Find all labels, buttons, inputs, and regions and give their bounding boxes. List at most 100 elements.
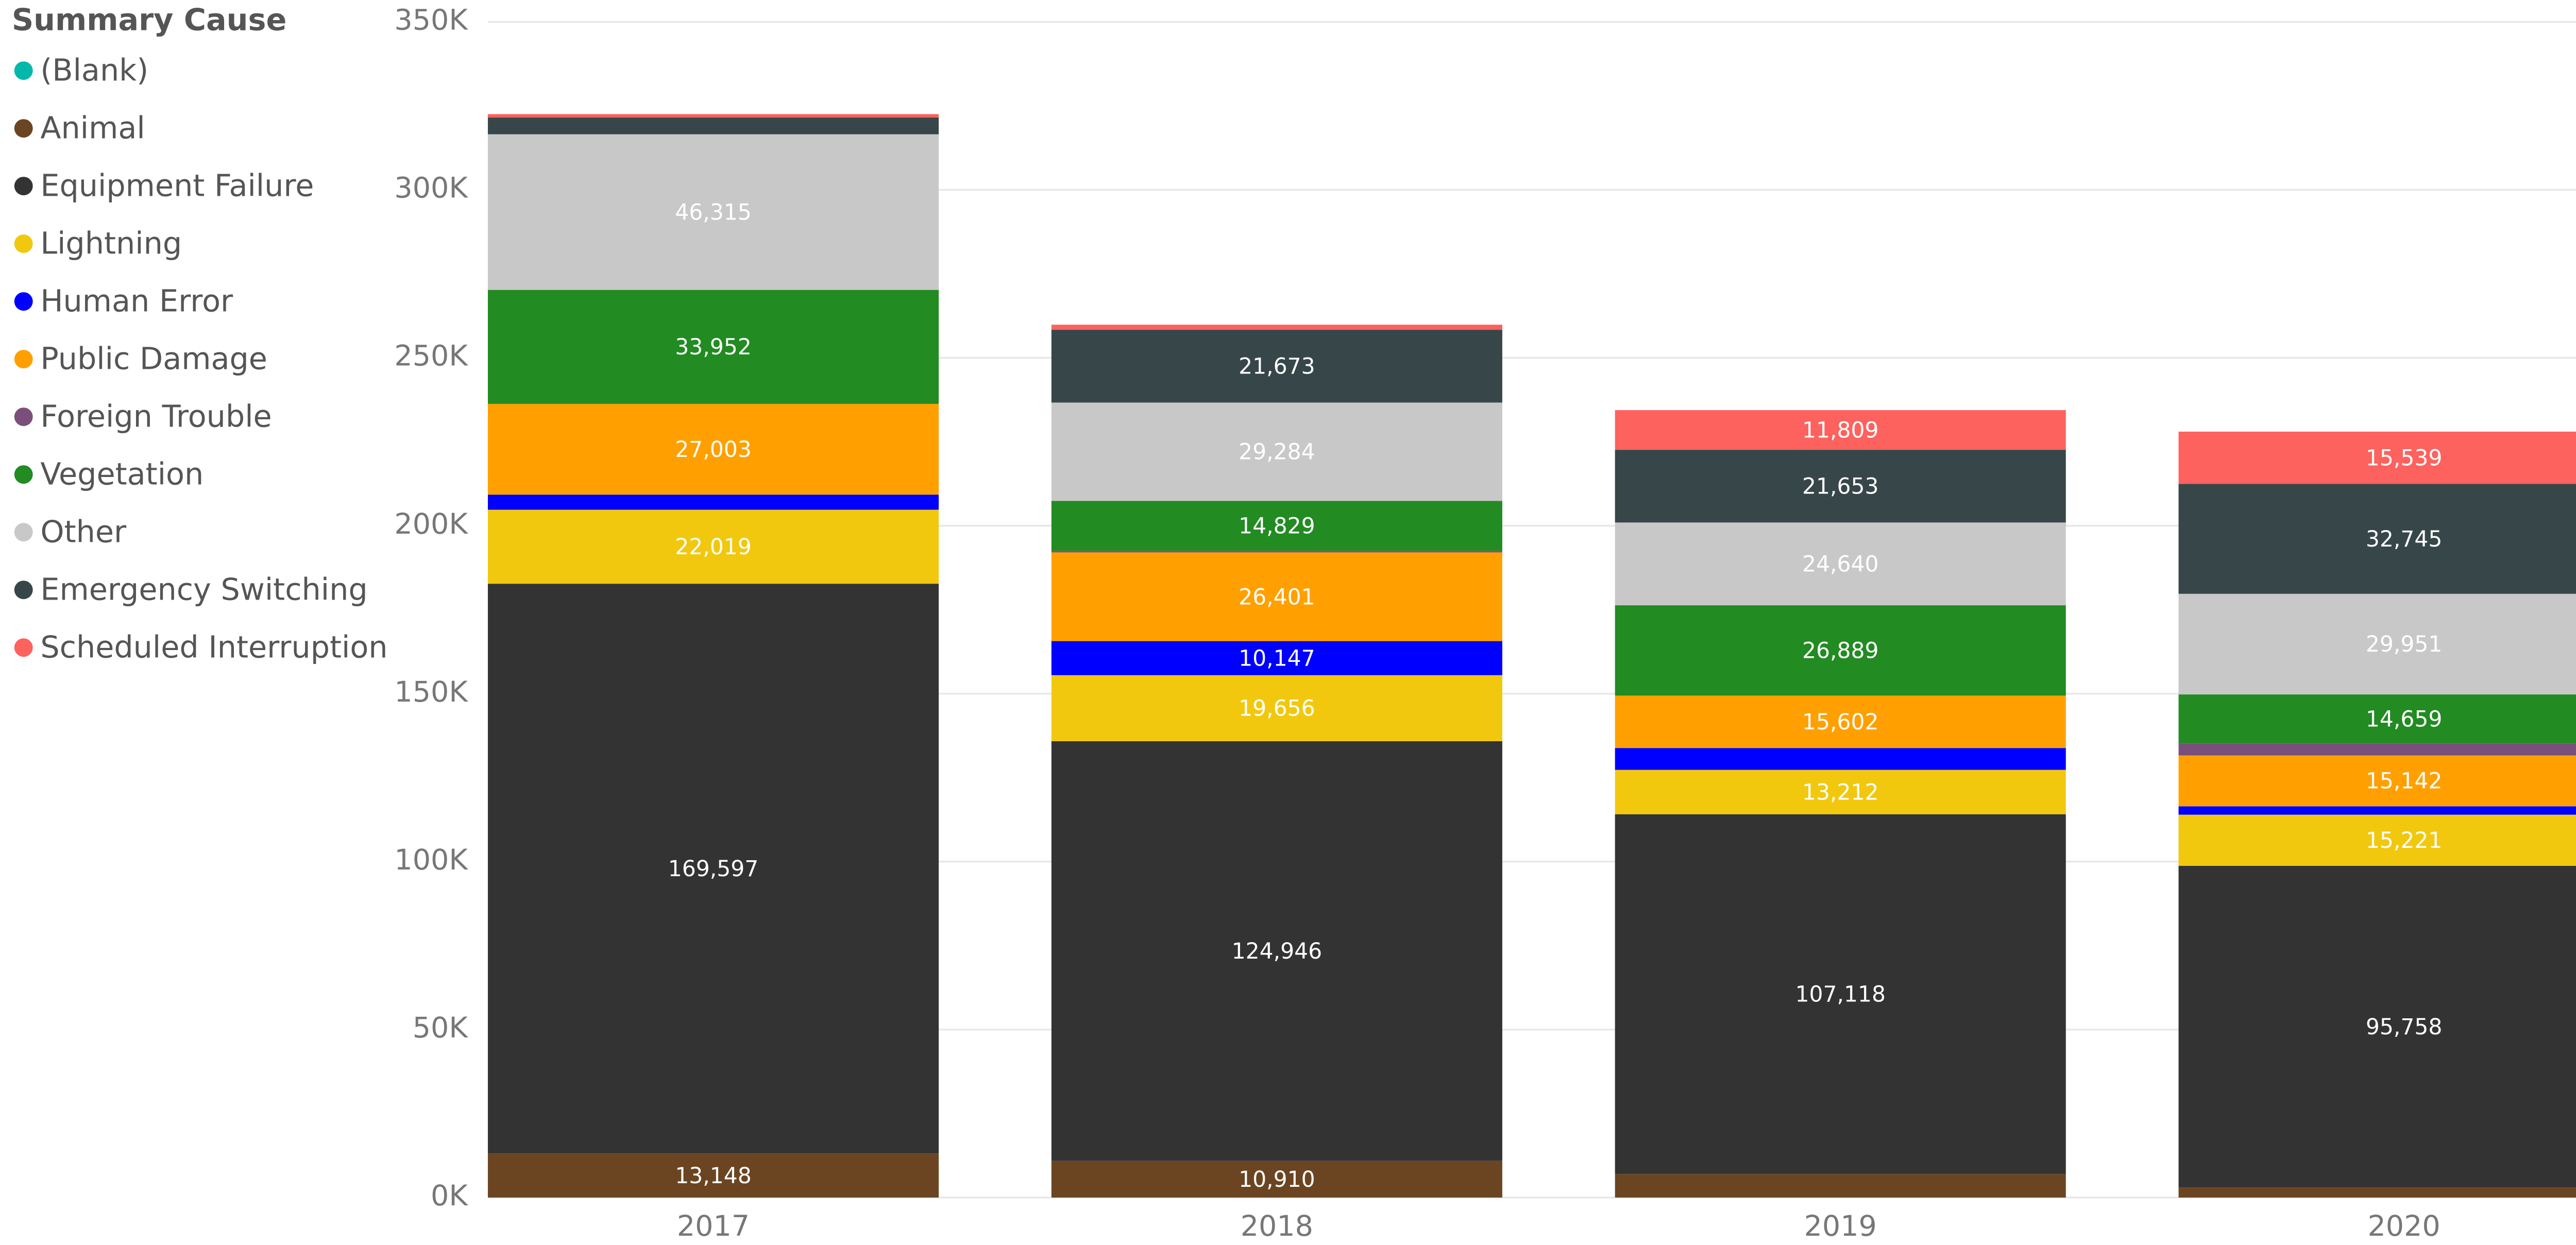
value-label: 19,656 xyxy=(1239,696,1315,722)
value-label: 14,659 xyxy=(2366,707,2443,732)
legend-label: Emergency Switching xyxy=(40,572,367,607)
value-label: 21,653 xyxy=(1802,474,1879,500)
value-label: 15,539 xyxy=(2366,446,2443,471)
legend-label: Other xyxy=(40,514,127,550)
value-label: 169,597 xyxy=(668,857,759,882)
legend-title: Summary Cause xyxy=(12,2,286,38)
y-tick-label: 100K xyxy=(394,843,468,877)
legend-label: Equipment Failure xyxy=(40,168,314,203)
legend-marker xyxy=(14,292,33,311)
legend-label: Scheduled Interruption xyxy=(40,629,387,665)
bar-segment xyxy=(2178,1187,2576,1198)
legend-label: Vegetation xyxy=(40,456,204,492)
bar-segment xyxy=(487,134,939,290)
bar-segment xyxy=(2178,814,2576,866)
legend-label: (Blank) xyxy=(40,53,148,88)
y-tick-label: 200K xyxy=(394,507,468,541)
bar-segment xyxy=(2178,694,2576,744)
bar-segment xyxy=(1051,501,1502,551)
value-label: 32,745 xyxy=(2366,527,2443,552)
value-label: 22,019 xyxy=(675,535,752,560)
legend-marker xyxy=(14,234,33,253)
bar-segment xyxy=(1615,1174,2066,1198)
x-tick-label: 2019 xyxy=(1804,1209,1877,1243)
y-tick-label: 150K xyxy=(394,675,468,709)
legend-label: Public Damage xyxy=(40,341,267,377)
legend-marker xyxy=(14,61,33,80)
value-label: 27,003 xyxy=(675,437,752,463)
bar-segment xyxy=(1615,748,2066,770)
bar-segment xyxy=(2178,865,2576,1188)
value-label: 26,889 xyxy=(1802,639,1879,664)
legend-marker xyxy=(14,350,33,369)
bar-segment xyxy=(1051,675,1502,741)
y-tick-label: 50K xyxy=(413,1011,469,1045)
bar-segment xyxy=(1051,325,1502,330)
value-label: 11,809 xyxy=(1802,418,1879,443)
bar-segment xyxy=(1051,741,1502,1161)
value-label: 15,142 xyxy=(2366,769,2443,794)
legend-marker xyxy=(14,407,33,427)
bar-segment xyxy=(1051,330,1502,403)
value-label: 107,118 xyxy=(1795,982,1886,1008)
value-label: 29,951 xyxy=(2366,632,2443,657)
bar-segment xyxy=(2178,484,2576,594)
value-label: 13,148 xyxy=(675,1164,752,1189)
value-label: 124,946 xyxy=(1232,939,1323,964)
bar-segment xyxy=(2178,806,2576,815)
bar-segment xyxy=(2178,431,2576,484)
y-tick-label: 250K xyxy=(394,339,468,373)
value-label: 15,602 xyxy=(1802,710,1879,735)
value-label: 24,640 xyxy=(1802,552,1879,577)
bar-segment xyxy=(487,404,939,495)
value-label: 26,401 xyxy=(1239,585,1315,610)
value-label: 14,829 xyxy=(1239,514,1315,539)
y-tick-label: 0K xyxy=(431,1179,468,1213)
bar-segment xyxy=(487,114,939,118)
value-label: 95,758 xyxy=(2366,1015,2443,1040)
legend-marker xyxy=(14,465,33,484)
bar-segment xyxy=(487,289,939,404)
bar-segment xyxy=(1615,814,2066,1174)
value-label: 29,284 xyxy=(1239,440,1315,465)
bar-segment xyxy=(487,117,939,134)
value-label: 10,147 xyxy=(1239,646,1315,671)
bar-segment xyxy=(487,494,939,510)
legend-marker xyxy=(14,177,33,196)
legend-marker xyxy=(14,581,33,600)
value-label: 46,315 xyxy=(675,200,752,225)
bar-segment xyxy=(2178,593,2576,695)
x-tick-label: 2020 xyxy=(2367,1209,2440,1243)
bar-segment xyxy=(1051,641,1502,675)
legend-label: Human Error xyxy=(40,283,233,319)
x-tick-label: 2018 xyxy=(1241,1209,1313,1243)
bar-segment xyxy=(2178,743,2576,756)
x-tick-label: 2017 xyxy=(677,1209,750,1243)
legend-label: Foreign Trouble xyxy=(40,399,272,434)
bar-segment xyxy=(487,584,939,1154)
value-label: 10,910 xyxy=(1239,1167,1315,1192)
bar-segment xyxy=(1615,605,2066,696)
bar-segment xyxy=(487,1153,939,1198)
value-label: 33,952 xyxy=(675,335,752,360)
bar-segment xyxy=(1051,402,1502,501)
value-label: 21,673 xyxy=(1239,354,1315,380)
legend-label: Animal xyxy=(40,110,145,146)
bar-segment xyxy=(1051,552,1502,641)
legend-marker xyxy=(14,523,33,542)
bar-segment xyxy=(1615,770,2066,814)
bar-segment xyxy=(1051,551,1502,553)
legend-marker xyxy=(14,638,33,657)
bar-segment xyxy=(1615,410,2066,450)
bar-segment xyxy=(1615,450,2066,523)
y-tick-label: 300K xyxy=(394,172,468,205)
bar-segment xyxy=(1051,1161,1502,1198)
bar-segment xyxy=(487,509,939,584)
value-label: 13,212 xyxy=(1802,780,1879,805)
legend-label: Lightning xyxy=(40,226,182,261)
bar-segment xyxy=(1615,695,2066,748)
legend-marker xyxy=(14,119,33,138)
bar-segment xyxy=(1615,522,2066,606)
